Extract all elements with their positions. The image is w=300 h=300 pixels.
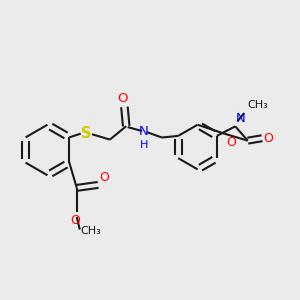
- Text: O: O: [118, 92, 128, 104]
- Text: O: O: [100, 171, 110, 184]
- Text: S: S: [81, 126, 91, 141]
- Text: H: H: [140, 140, 148, 150]
- Text: O: O: [226, 136, 236, 149]
- Text: CH₃: CH₃: [80, 226, 101, 236]
- Text: O: O: [70, 214, 80, 227]
- Text: CH₃: CH₃: [247, 100, 268, 110]
- Text: O: O: [263, 132, 273, 145]
- Text: N: N: [139, 125, 148, 138]
- Text: N: N: [236, 112, 246, 125]
